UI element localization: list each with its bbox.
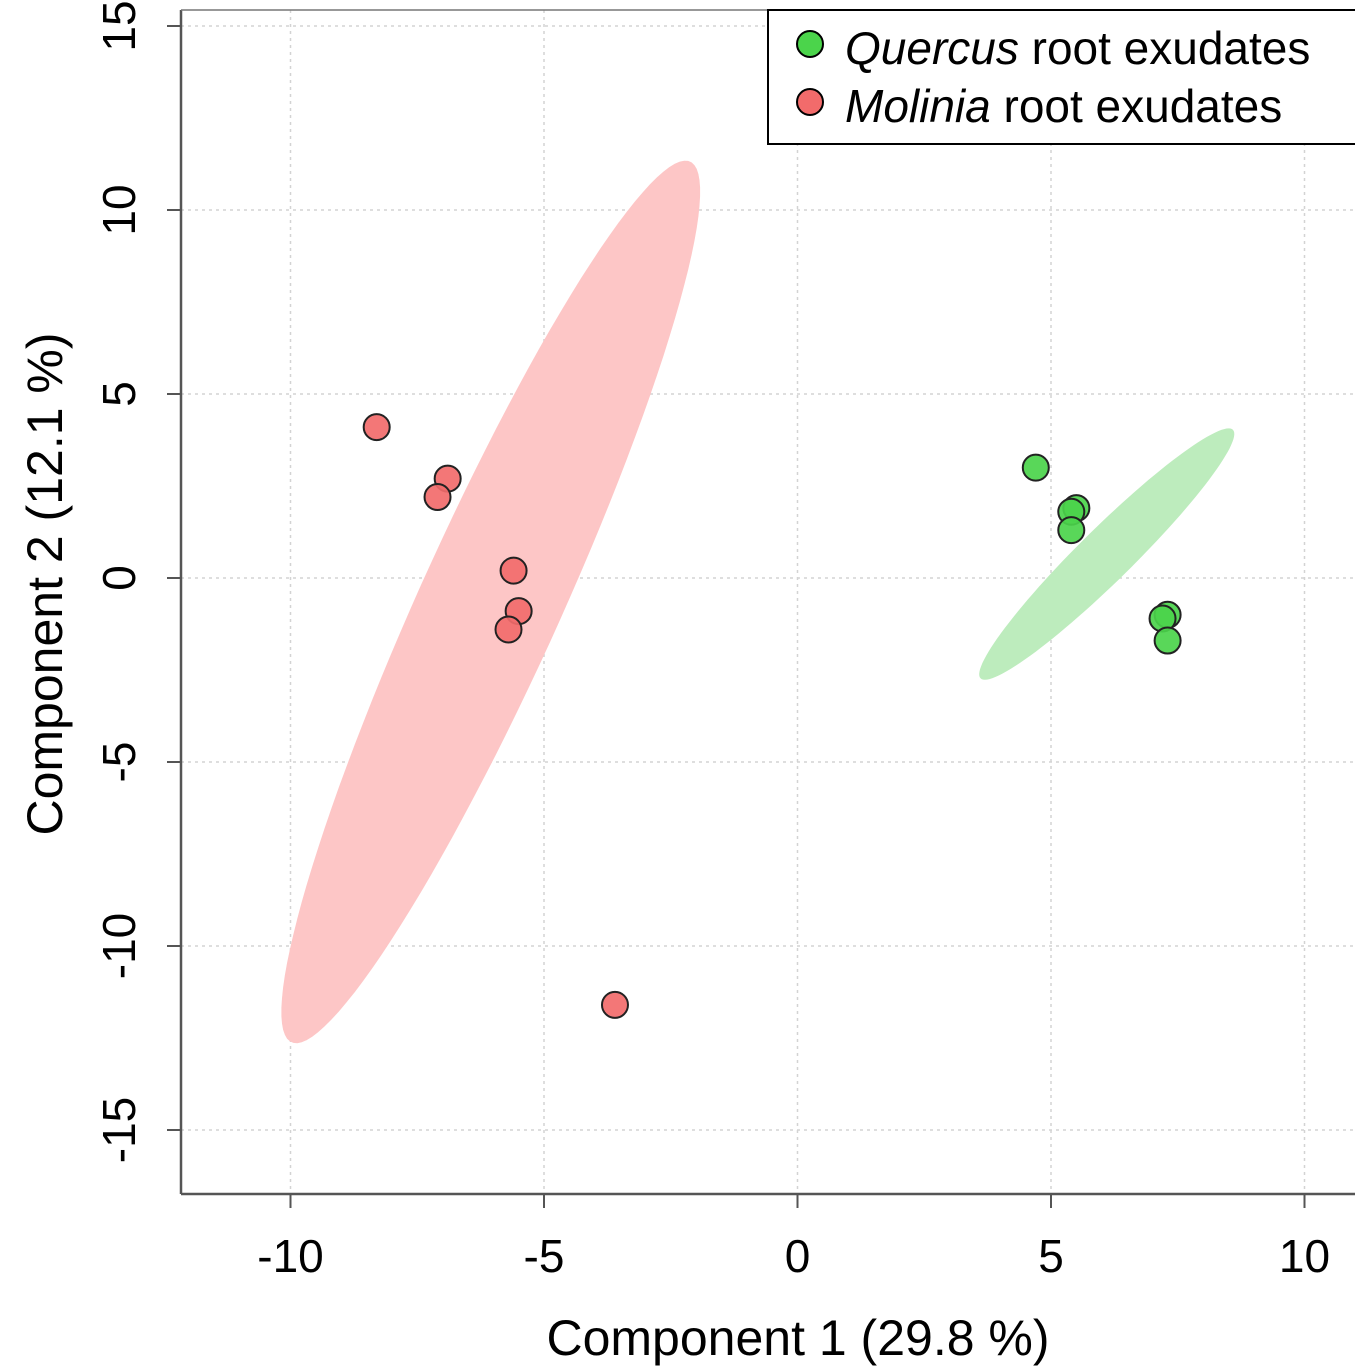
data-point-molinia: [494, 615, 523, 644]
legend-label-molinia: Molinia root exudates: [845, 80, 1282, 132]
legend-label-molinia-rest: root exudates: [991, 80, 1283, 132]
x-tick-label: -10: [257, 1230, 323, 1282]
legend-marker-quercus: [796, 30, 824, 58]
x-tick-label: 0: [785, 1230, 811, 1282]
x-tick-label: 5: [1038, 1230, 1064, 1282]
y-tick-label: 0: [93, 565, 145, 591]
legend-box: [767, 9, 1355, 145]
x-tick-label: 10: [1279, 1230, 1330, 1282]
confidence-ellipse-molinia: [281, 160, 701, 1044]
legend-label-molinia-italic: Molinia: [845, 80, 991, 132]
legend-marker-molinia: [796, 88, 824, 116]
y-tick-label: 10: [93, 184, 145, 235]
legend-label-quercus: Quercus root exudates: [845, 22, 1310, 74]
y-tick-label: -10: [93, 913, 145, 979]
y-tick-label: 15: [93, 0, 145, 51]
legend: Quercus root exudates Molinia root exuda…: [767, 9, 1355, 145]
data-points: [362, 413, 1182, 1019]
grid-lines: [181, 10, 1355, 1194]
data-point-quercus: [1021, 453, 1050, 482]
data-point-molinia: [499, 556, 528, 585]
data-point-molinia: [362, 413, 391, 442]
y-tick-label: 5: [93, 381, 145, 407]
data-point-molinia: [423, 483, 452, 512]
y-tick-label: -15: [93, 1097, 145, 1163]
data-point-molinia: [600, 990, 629, 1019]
x-axis-label: Component 1 (29.8 %): [546, 1310, 1049, 1366]
legend-label-quercus-italic: Quercus: [845, 22, 1019, 74]
y-axis-label: Component 2 (12.1 %): [17, 332, 73, 835]
tick-labels: -10 -5 0 5 10 -15 -10 -5 0 5 10 15: [93, 0, 1330, 1282]
data-point-quercus: [1153, 626, 1182, 655]
confidence-ellipses: [281, 160, 1235, 1044]
y-tick-label: -5: [93, 742, 145, 783]
x-tick-label: -5: [524, 1230, 565, 1282]
data-point-quercus: [1057, 516, 1086, 545]
confidence-ellipse-quercus: [979, 428, 1235, 680]
legend-label-quercus-rest: root exudates: [1019, 22, 1311, 74]
